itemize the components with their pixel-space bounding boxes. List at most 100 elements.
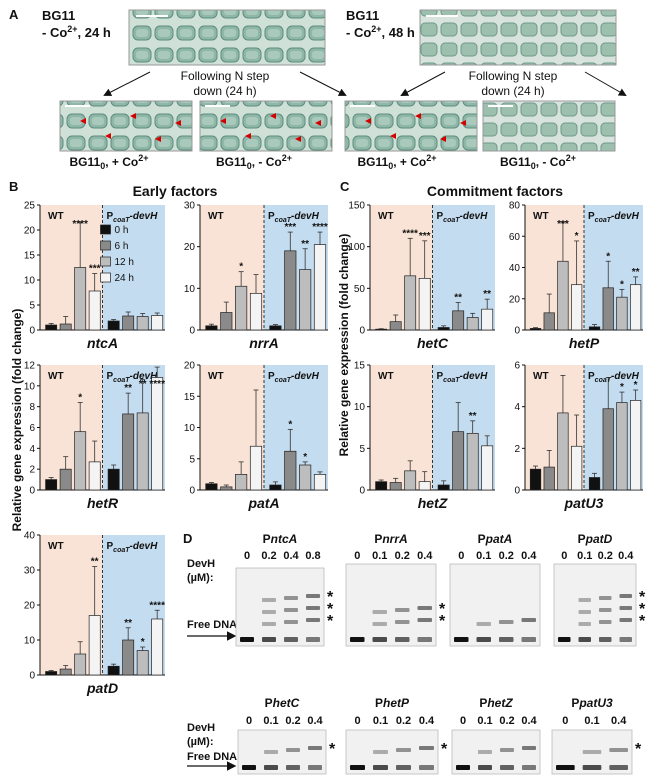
panel-label-b: B (9, 179, 18, 194)
conc-label: 0 (562, 715, 568, 727)
bar-pcoatdevh-2 (616, 402, 628, 491)
bar-wt-0 (205, 325, 218, 331)
y-tick-label: 0 (514, 326, 520, 337)
significance-mark: ** (124, 383, 132, 394)
free-dna-band (395, 637, 410, 642)
shift-asterisk: * (639, 589, 646, 606)
gel-hetZ: PhetZ 0 0.1 0.2 0.4 (451, 696, 541, 775)
gene-label-hetR: hetR (87, 495, 119, 511)
significance-mark: **** (149, 379, 165, 390)
free-dna-band (478, 765, 492, 770)
wt-label: WT (48, 371, 64, 382)
conc-label: 0.4 (283, 550, 299, 562)
conc-label: 0.2 (499, 550, 514, 562)
bar-pcoatdevh-1 (284, 250, 297, 331)
conc-label: 0.2 (499, 715, 514, 727)
bar-pcoatdevh-3 (313, 474, 327, 491)
gel-title-hetP: PhetP (375, 696, 410, 710)
bar-wt-1 (220, 486, 233, 491)
legend-swatch-2 (100, 256, 111, 267)
micrograph-row: BG110, + Co2+ BG110, - Co2+ BG110, + Co2+ B… (59, 100, 616, 171)
free-dna-band (578, 637, 591, 642)
shifted-band (478, 750, 492, 754)
free-dna-band (242, 765, 256, 770)
significance-mark: * (606, 251, 610, 262)
significance-mark: ** (124, 618, 132, 629)
shifted-band (578, 610, 591, 614)
heterocyst-marker (315, 120, 321, 126)
significance-mark: *** (89, 264, 101, 275)
free-dna-band (582, 765, 602, 770)
significance-mark: **** (402, 228, 418, 239)
free-dna-band (500, 765, 514, 770)
shift-asterisk: * (327, 601, 334, 618)
conc-label: 0.8 (305, 550, 320, 562)
bar-wt-2 (235, 474, 248, 491)
gel-title-nrrA: PnrrA (374, 532, 407, 546)
condition-right-line1: BG11 (346, 8, 379, 23)
bar-wt-0 (529, 468, 542, 491)
chart-patA: 0 5 10 15 20 WT PcoaT-devH * * patA (184, 361, 328, 511)
shift-asterisk: * (439, 601, 446, 618)
bar-pcoatdevh-2 (136, 316, 149, 331)
bar-wt-2 (404, 275, 417, 331)
bar-pcoatdevh-1 (284, 450, 297, 491)
y-tick-label: 6 (514, 361, 520, 372)
bar-wt-2 (557, 260, 569, 331)
bar-pcoatdevh-3 (630, 400, 642, 491)
bar-wt-2 (74, 267, 87, 331)
y-tick-label: 12 (24, 361, 36, 372)
shifted-band (262, 598, 276, 602)
shift-asterisk: * (441, 741, 448, 758)
heterocyst-marker (390, 133, 396, 139)
shifted-band (264, 750, 278, 754)
free-dna-band (556, 765, 575, 770)
y-tick-label: 4 (29, 444, 35, 455)
heterocyst-marker (460, 120, 466, 126)
bar-pcoatdevh-3 (481, 308, 494, 331)
y-tick-label: 30 (24, 566, 36, 577)
conc-label: 0.1 (372, 550, 387, 562)
bar-wt-0 (45, 324, 58, 331)
gel-patA: PpatA 0 0.1 0.2 0.4 (449, 532, 541, 647)
shift-asterisk: * (639, 601, 646, 618)
shifted-band (286, 748, 300, 752)
arrow-right-a (299, 71, 347, 96)
significance-mark: * (288, 419, 292, 430)
shifted-band (476, 622, 491, 626)
gene-label-ntcA: ntcA (87, 335, 118, 351)
bar-pcoatdevh-2 (616, 296, 628, 331)
shifted-band (284, 620, 298, 624)
bar-wt-1 (389, 482, 402, 491)
free-dna-band (286, 765, 300, 770)
bar-wt-2 (74, 431, 87, 491)
y-tick-label: 5 (359, 444, 365, 455)
bar-pcoatdevh-0 (269, 325, 282, 331)
y-tick-label: 10 (354, 402, 366, 413)
free-dna-band (372, 637, 387, 642)
y-tick-label: 50 (354, 284, 366, 295)
y-tick-label: 20 (24, 226, 36, 237)
shifted-band (284, 608, 298, 612)
significance-mark: * (303, 452, 307, 463)
bar-wt-2 (235, 285, 248, 331)
significance-mark: **** (72, 219, 88, 230)
micrograph-label-4: BG110, - Co2+ (500, 153, 576, 171)
bar-wt-3 (249, 292, 263, 331)
shifted-band (262, 610, 276, 614)
gel-title-hetZ: PhetZ (479, 696, 513, 710)
conc-label: 0.2 (285, 715, 300, 727)
conc-label: 0.4 (611, 715, 627, 727)
significance-mark: * (634, 380, 638, 391)
devh-label-4: (µM): (187, 736, 214, 748)
shifted-band (499, 620, 514, 624)
significance-mark: * (575, 231, 579, 242)
y-tick-label: 5 (189, 454, 195, 465)
bar-pcoatdevh-0 (107, 665, 120, 676)
legend-label-0: 0 h (115, 225, 129, 236)
